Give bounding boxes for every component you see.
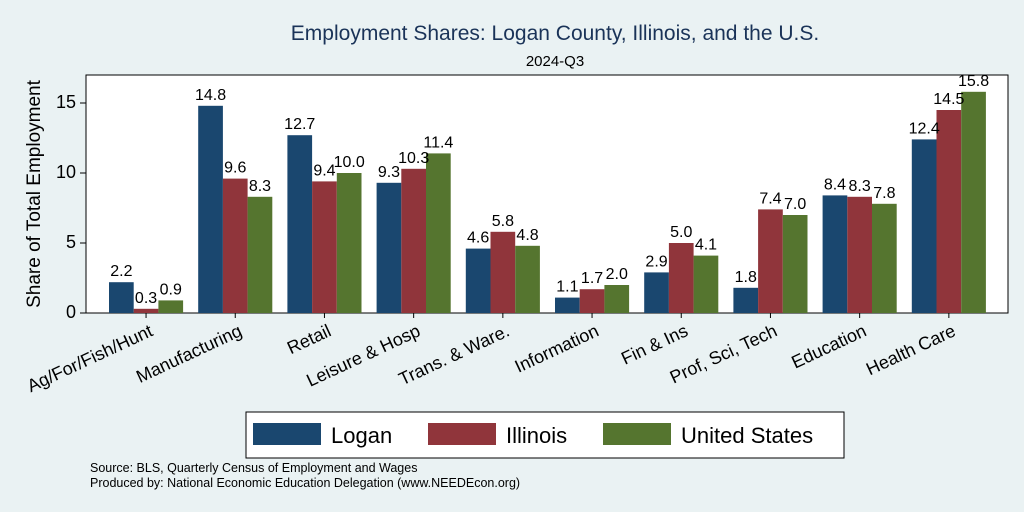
data-label-illinois-ag-for-fish-hunt: 0.3 [135, 290, 157, 307]
data-label-logan-health-care: 12.4 [909, 120, 940, 137]
legend-swatch-illinois [428, 423, 496, 445]
data-label-united-states-trans-ware: 4.8 [516, 227, 538, 244]
data-label-illinois-trans-ware: 5.8 [492, 213, 514, 230]
bar-united-states-education [872, 203, 897, 313]
bar-united-states-information [604, 285, 630, 313]
bars [109, 91, 986, 313]
legend-box [245, 411, 845, 459]
bar-logan-retail [287, 135, 313, 313]
data-label-illinois-information: 1.7 [581, 270, 603, 287]
data-label-logan-manufacturing: 14.8 [195, 87, 226, 104]
bar-logan-fin-ins [644, 272, 669, 313]
bar-illinois-retail [312, 181, 337, 313]
bar-illinois-trans-ware [490, 231, 516, 313]
bar-illinois-prof-sci-tech [758, 209, 783, 313]
bar-united-states-ag-for-fish-hunt [158, 300, 184, 313]
producer-note: Produced by: National Economic Education… [90, 476, 520, 490]
y-axis-label: Share of Total Employment [24, 79, 45, 307]
data-label-united-states-health-care: 15.8 [958, 73, 989, 90]
bar-logan-ag-for-fish-hunt [109, 282, 134, 313]
bar-illinois-health-care [936, 110, 962, 313]
data-label-logan-education: 8.4 [824, 176, 846, 193]
y-axis: 0 5 10 15 [56, 92, 86, 322]
data-label-logan-retail: 12.7 [284, 116, 315, 133]
y-tick-label: 5 [66, 232, 76, 252]
bar-united-states-prof-sci-tech [782, 215, 808, 313]
data-label-united-states-ag-for-fish-hunt: 0.9 [160, 281, 182, 298]
legend-label-logan: Logan [331, 423, 392, 448]
source-note: Source: BLS, Quarterly Census of Employm… [90, 461, 417, 475]
bar-illinois-education [847, 196, 872, 313]
data-label-illinois-leisure-hosp: 10.3 [398, 150, 429, 167]
data-label-logan-prof-sci-tech: 1.8 [735, 269, 757, 286]
data-label-united-states-manufacturing: 8.3 [249, 178, 271, 195]
bar-illinois-fin-ins [668, 243, 694, 313]
data-label-illinois-prof-sci-tech: 7.4 [759, 190, 781, 207]
data-label-illinois-retail: 9.4 [313, 162, 335, 179]
data-label-logan-trans-ware: 4.6 [467, 230, 489, 247]
y-tick-label: 0 [66, 302, 76, 322]
legend-swatch-united-states [603, 423, 671, 445]
bar-logan-leisure-hosp [376, 182, 402, 313]
bar-illinois-ag-for-fish-hunt [133, 308, 159, 313]
legend-label-united-states: United States [681, 423, 813, 448]
y-tick-label: 15 [56, 92, 76, 112]
bar-logan-trans-ware [465, 248, 491, 313]
bar-illinois-manufacturing [222, 178, 248, 313]
data-label-united-states-retail: 10.0 [334, 154, 365, 171]
legend: Logan Illinois United States [245, 411, 845, 459]
bar-united-states-manufacturing [247, 196, 273, 313]
bar-illinois-information [579, 289, 605, 313]
data-label-united-states-prof-sci-tech: 7.0 [784, 196, 806, 213]
data-label-united-states-education: 7.8 [873, 185, 895, 202]
y-tick-label: 10 [56, 162, 76, 182]
bar-logan-health-care [911, 139, 937, 313]
data-label-logan-fin-ins: 2.9 [645, 253, 667, 270]
data-label-logan-information: 1.1 [556, 279, 578, 296]
legend-label-illinois: Illinois [506, 423, 567, 448]
legend-swatch-logan [253, 423, 321, 445]
bar-united-states-leisure-hosp [426, 153, 451, 313]
bar-logan-information [555, 297, 580, 313]
bar-united-states-retail [336, 173, 362, 313]
bar-united-states-trans-ware [515, 245, 540, 313]
bar-illinois-leisure-hosp [401, 168, 426, 313]
bar-logan-prof-sci-tech [733, 287, 759, 313]
data-label-united-states-information: 2.0 [606, 266, 628, 283]
data-labels: 2.20.3 0.914.89.68.312.79.410.09.310.311.… [110, 73, 989, 307]
data-label-illinois-fin-ins: 5.0 [670, 224, 692, 241]
data-label-illinois-education: 8.3 [849, 178, 871, 195]
bar-united-states-health-care [961, 91, 986, 313]
data-label-united-states-fin-ins: 4.1 [695, 237, 717, 254]
chart-title: Employment Shares: Logan County, Illinoi… [291, 22, 819, 45]
bar-logan-manufacturing [198, 105, 223, 313]
data-label-logan-leisure-hosp: 9.3 [378, 164, 400, 181]
data-label-logan-ag-for-fish-hunt: 2.2 [110, 263, 132, 280]
chart-subtitle: 2024-Q3 [526, 53, 584, 70]
data-label-illinois-health-care: 14.5 [933, 91, 964, 108]
bar-united-states-fin-ins [693, 255, 719, 313]
data-label-united-states-leisure-hosp: 11.4 [423, 134, 453, 151]
data-label-illinois-manufacturing: 9.6 [224, 160, 246, 177]
bar-logan-education [822, 195, 848, 313]
